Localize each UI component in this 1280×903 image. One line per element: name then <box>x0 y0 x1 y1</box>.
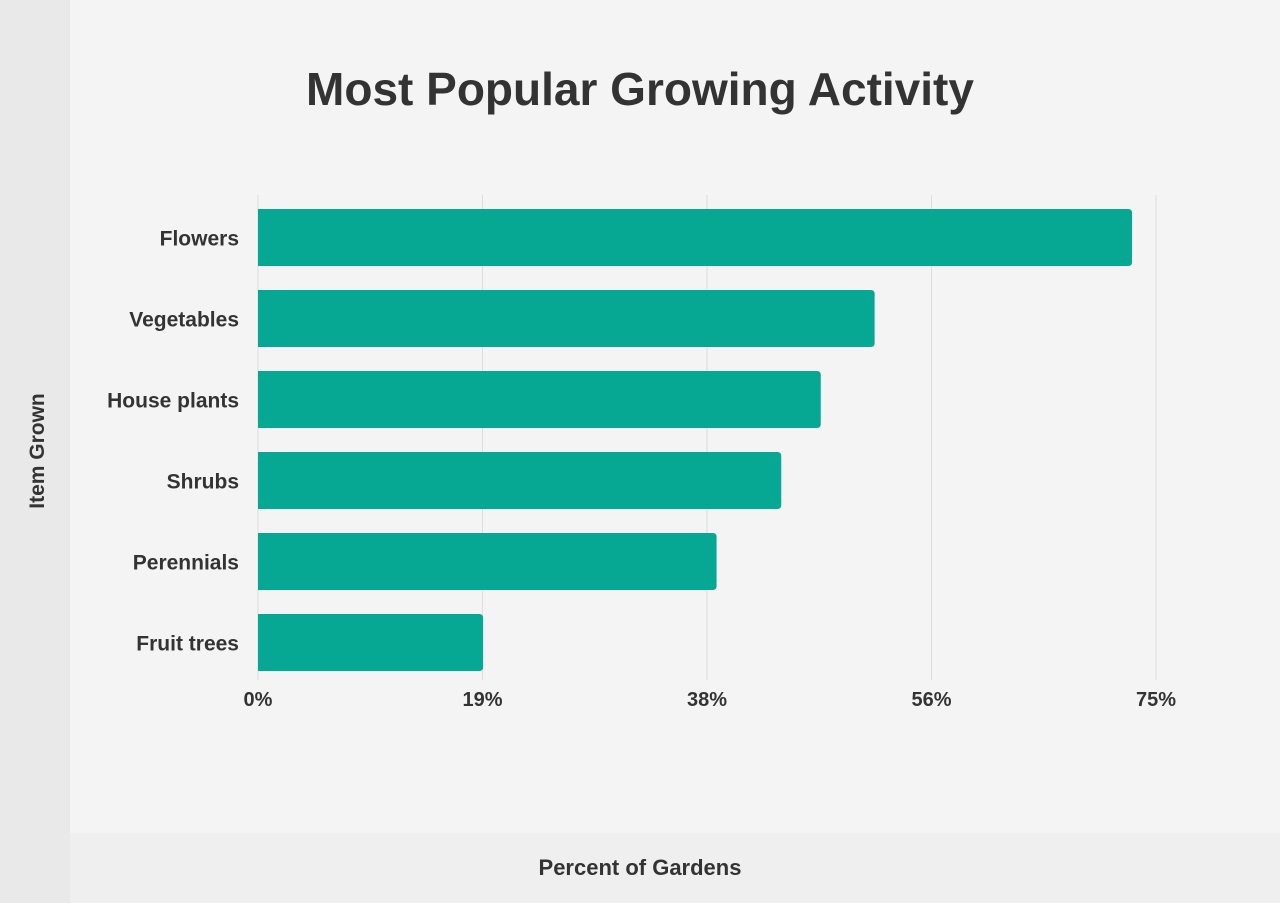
x-tick-label: 19% <box>462 689 502 711</box>
category-label: Flowers <box>160 228 239 251</box>
bar <box>258 371 821 428</box>
x-axis-label: Percent of Gardens <box>538 855 742 880</box>
bar <box>258 452 782 509</box>
x-tick-label: 56% <box>911 689 951 711</box>
x-tick-label: 38% <box>687 689 727 711</box>
bar <box>258 209 1133 266</box>
category-label: House plants <box>107 390 239 413</box>
chart-title: Most Popular Growing Activity <box>306 63 974 115</box>
category-label: Fruit trees <box>136 633 239 656</box>
x-axis-label-band <box>70 833 1280 903</box>
x-tick-label: 0% <box>244 689 273 711</box>
category-label: Shrubs <box>167 471 239 494</box>
bar <box>258 614 484 671</box>
bar <box>258 290 875 347</box>
category-label: Perennials <box>133 552 239 575</box>
category-label: Vegetables <box>129 309 239 332</box>
bar <box>258 533 717 590</box>
y-axis-label-band <box>0 0 70 903</box>
x-tick-label: 75% <box>1136 689 1176 711</box>
